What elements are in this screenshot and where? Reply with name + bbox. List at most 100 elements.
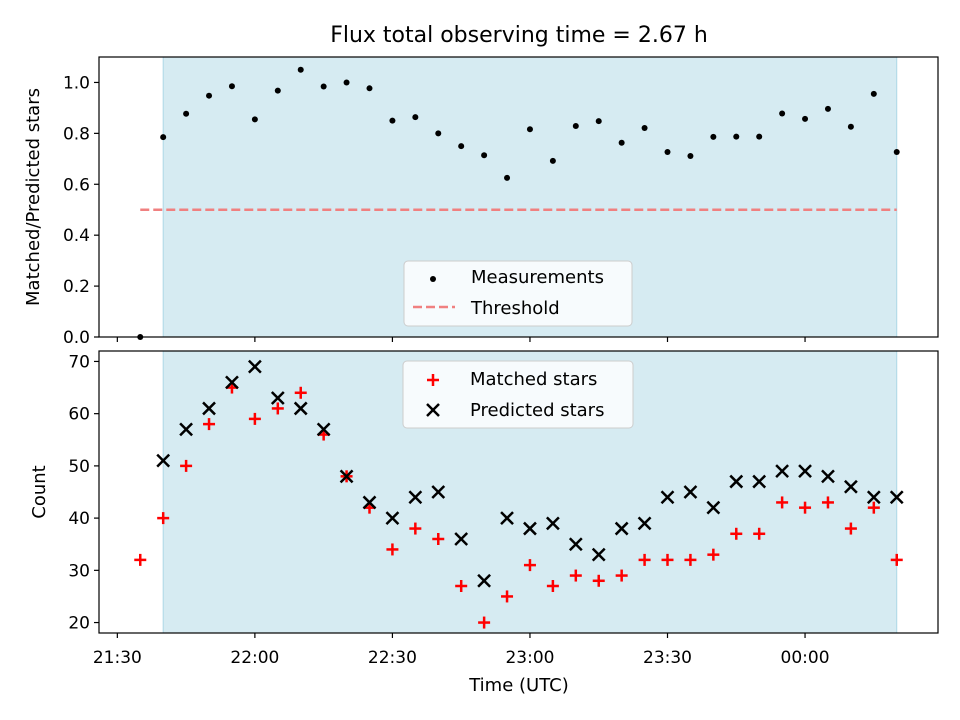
top-legend: Measurements Threshold [403,260,633,327]
measurement-point [206,92,213,99]
measurement-point [228,83,235,90]
legend-threshold-label: Threshold [470,298,560,319]
measurement-point [687,153,694,160]
matched-star-point [890,553,903,566]
top-plot-area: 0.0 0.2 0.4 0.6 0.8 1.0 Matched/Predicted sta… [23,56,939,348]
bottom-legend: Matched stars Predicted stars [402,360,634,429]
x-tick-label: 23:00 [505,648,554,668]
matched-star-point [523,559,536,572]
x-tick-label: 22:30 [368,648,417,668]
measurement-point [595,118,602,125]
bottom-plot-area: 20 30 40 50 60 70 21:30 22:00 22:30 23:00 23:30 00… [29,350,939,696]
top-y-tick-label: 0.8 [63,124,90,144]
measurement-point [274,87,281,94]
bottom-y-tick-label: 50 [68,457,90,477]
predicted-star-point [752,474,767,489]
legend-matched-marker [427,374,439,386]
predicted-star-point [546,516,560,531]
measurement-point [481,152,488,159]
top-y-tick-label: 0.0 [63,328,90,348]
measurement-point [504,174,511,181]
matched-star-point [409,522,422,535]
matched-star-point [615,569,628,582]
measurement-point [251,116,258,123]
legend-measurements-marker [430,276,436,282]
predicted-star-point [179,422,193,437]
matched-star-point [294,386,307,399]
legend-predicted-label: Predicted stars [470,400,604,421]
measurement-point [779,110,786,117]
predicted-star-point [523,521,537,536]
predicted-star-point [706,500,721,515]
measurement-point [870,90,877,97]
matched-star-point [638,553,651,566]
measurement-point [802,115,809,122]
x-tick-label: 21:30 [93,648,142,668]
matched-star-point [203,418,216,431]
matched-star-point [661,553,674,566]
measurement-point [847,123,854,130]
matched-star-point [684,553,697,566]
predicted-star-point [477,573,491,588]
measurement-point [343,79,350,86]
measurement-point [893,148,900,155]
predicted-star-point [729,474,744,489]
measurement-point [756,133,763,140]
bottom-y-axis-label: Count [29,465,50,518]
predicted-star-point [591,547,606,562]
matched-star-point [867,501,880,514]
bottom-y-tick-label: 20 [68,614,90,634]
legend-measurements-label: Measurements [471,267,604,288]
top-plot-frame [98,56,939,338]
measurement-point [824,105,831,112]
predicted-star-point [637,516,652,531]
measurement-point [320,83,327,90]
predicted-star-point [431,485,446,499]
measurement-point [366,85,373,92]
chart-title: Flux total observing time = 2.67 h [330,23,708,48]
predicted-star-point [339,469,354,484]
measurement-point [572,122,579,129]
measurement-point [160,134,167,141]
legend-matched-label: Matched stars [470,369,597,390]
measurement-point [458,143,465,150]
measurement-point [618,139,625,146]
matched-star-point [386,543,399,556]
bottom-y-tick-label: 40 [68,509,90,529]
matched-star-point [753,527,766,540]
predicted-star-point [362,495,377,510]
matched-star-point [180,459,193,472]
predicted-star-point [202,401,216,416]
measurement-point [641,125,648,132]
top-y-tick-label: 0.6 [63,175,90,195]
measurement-point [435,130,442,137]
measurement-point [297,66,304,73]
matched-star-point [501,590,514,603]
matched-star-point [707,548,720,561]
matched-star-point [157,512,170,525]
predicted-star-point [798,464,812,478]
measurement-point [710,133,717,140]
measurement-point [664,148,671,155]
matched-star-point [248,412,261,425]
matched-star-point [821,496,834,509]
matched-star-point [730,527,743,540]
x-tick-label: 23:30 [643,648,692,668]
predicted-star-point [866,490,881,505]
matched-star-point [478,616,491,629]
predicted-star-point [660,490,675,505]
matched-star-point [776,496,789,509]
matched-star-point [134,553,147,566]
predicted-star-point [500,511,514,525]
predicted-star-point [247,359,262,374]
predicted-star-point [889,490,904,505]
measurement-point [183,110,190,117]
measurement-point [389,117,396,124]
predicted-star-point [156,453,171,468]
measurement-point [412,114,419,121]
predicted-star-point [454,532,469,546]
matched-star-point [455,580,468,592]
matched-star-point [592,574,605,587]
predicted-star-point [225,375,239,390]
